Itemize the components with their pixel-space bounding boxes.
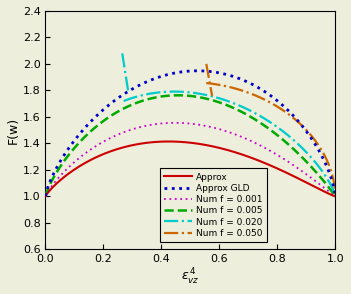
Num f = 0.050	[227, 85, 231, 89]
Line: Approx: Approx	[46, 141, 335, 196]
Num f = 0.005	[44, 194, 48, 198]
Num f = 0.020	[121, 99, 126, 103]
Num f = 0.001	[173, 121, 177, 125]
Approx GLD	[195, 69, 199, 73]
Approx	[272, 165, 276, 169]
Num f = 0.020	[333, 194, 337, 198]
Num f = 0.050	[333, 193, 337, 196]
Approx	[44, 195, 48, 198]
Num f = 0.050	[290, 115, 294, 119]
Approx	[58, 178, 62, 182]
Approx	[325, 191, 329, 195]
Num f = 0.001	[44, 194, 48, 198]
Num f = 0.001	[184, 121, 188, 125]
Num f = 0.005	[325, 183, 329, 187]
Line: Num f = 0.001: Num f = 0.001	[46, 123, 335, 196]
Num f = 0.020	[304, 150, 308, 154]
Num f = 0.001	[177, 121, 181, 125]
Approx	[333, 195, 337, 198]
Approx GLD	[333, 194, 337, 198]
Approx	[184, 141, 188, 144]
Num f = 0.001	[58, 174, 62, 178]
Num f = 0.001	[272, 151, 276, 155]
Num f = 0.020	[134, 95, 139, 98]
Approx	[177, 140, 181, 143]
Approx	[325, 191, 329, 195]
Num f = 0.005	[184, 94, 188, 97]
Legend: Approx, Approx GLD, Num f = 0.001, Num f = 0.005, Num f = 0.020, Num f = 0.050: Approx, Approx GLD, Num f = 0.001, Num f…	[160, 168, 267, 243]
Num f = 0.020	[245, 107, 249, 111]
Num f = 0.020	[172, 90, 176, 93]
Num f = 0.005	[177, 93, 181, 97]
Num f = 0.001	[333, 195, 337, 198]
Line: Num f = 0.005: Num f = 0.005	[46, 95, 335, 196]
Num f = 0.005	[272, 131, 276, 134]
Approx	[167, 140, 171, 143]
Num f = 0.050	[237, 88, 241, 91]
Num f = 0.005	[58, 165, 62, 168]
Num f = 0.005	[333, 195, 337, 198]
Approx GLD	[272, 96, 276, 100]
Approx GLD	[44, 194, 48, 198]
Y-axis label: F(w): F(w)	[7, 116, 20, 144]
Approx GLD	[58, 160, 62, 163]
Approx GLD	[325, 165, 329, 168]
Num f = 0.050	[301, 125, 305, 129]
Num f = 0.001	[325, 188, 329, 192]
Num f = 0.050	[280, 108, 284, 111]
Line: Approx GLD: Approx GLD	[46, 71, 335, 196]
Num f = 0.050	[204, 81, 208, 85]
X-axis label: $\varepsilon_{vz}^{\,4}$: $\varepsilon_{vz}^{\,4}$	[181, 267, 200, 287]
Approx GLD	[184, 70, 188, 73]
Num f = 0.050	[263, 98, 267, 101]
Approx GLD	[177, 71, 181, 74]
Num f = 0.001	[325, 188, 329, 192]
Num f = 0.020	[250, 110, 254, 113]
Line: Num f = 0.050: Num f = 0.050	[206, 83, 335, 194]
Approx GLD	[325, 165, 329, 169]
Num f = 0.020	[257, 113, 261, 117]
Line: Num f = 0.020: Num f = 0.020	[124, 91, 335, 196]
Num f = 0.005	[325, 183, 329, 187]
Num f = 0.020	[282, 131, 286, 134]
Num f = 0.005	[176, 93, 180, 97]
